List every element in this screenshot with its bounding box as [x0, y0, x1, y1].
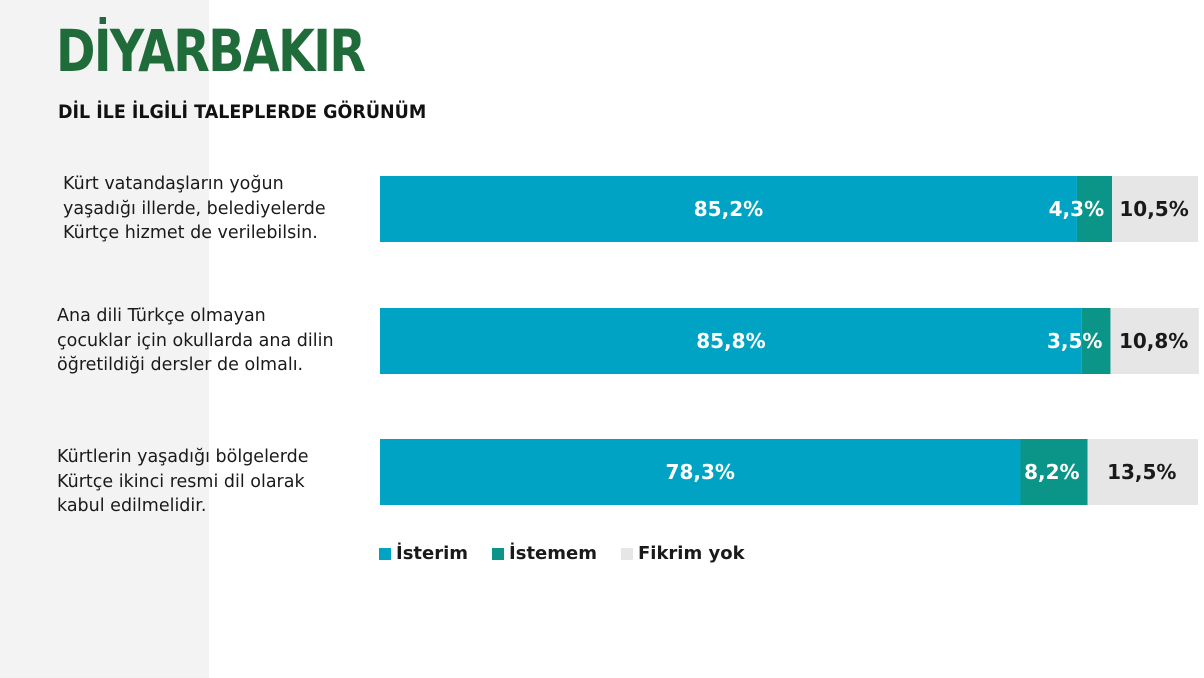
question-line: kabul edilmelidir. [57, 496, 207, 516]
legend-label-istemem: İstemem [509, 543, 597, 564]
data-label-isterim-1: 85,2% [694, 197, 763, 221]
page-subtitle: DİL İLE İLGİLİ TALEPLERDE GÖRÜNÜM [58, 101, 427, 123]
legend-swatch-fikrim-yok [620, 547, 633, 560]
question-label-1: Kürt vatandaşların yoğun yaşadığı illerd… [57, 172, 367, 246]
data-label-isterim-3: 78,3% [666, 460, 735, 484]
data-label-fikrim-yok-2: 10,8% [1119, 329, 1188, 353]
question-line: Kürtçe hizmet de verilebilsin. [63, 223, 318, 243]
legend-item-isterim: İsterim [379, 543, 468, 564]
side-panel [0, 0, 209, 678]
bar-segment-isterim-1 [380, 176, 1077, 242]
bar-segment-istemem-2 [1081, 308, 1111, 374]
question-line: çocuklar için okullarda ana dilin [57, 330, 334, 351]
question-line: Kürtçe ikinci resmi dil olarak [57, 471, 305, 492]
question-line: Ana dili Türkçe olmayan [57, 306, 266, 326]
bar-segment-isterim-3 [380, 439, 1021, 505]
data-label-istemem-3: 8,2% [1024, 460, 1079, 484]
bar-segment-istemem-1 [1076, 176, 1113, 242]
data-label-fikrim-yok-3: 13,5% [1107, 460, 1176, 484]
bar-segment-fikrim-yok-3 [1087, 439, 1198, 505]
question-line: Kürtlerin yaşadığı bölgelerde [57, 447, 309, 467]
bar-segment-isterim-2 [380, 308, 1082, 374]
chart-legend: İsterim İstemem Fikrim yok [379, 543, 769, 564]
legend-swatch-istemem [492, 547, 505, 560]
bar-segment-fikrim-yok-2 [1110, 308, 1199, 374]
question-label-3: Kürtlerin yaşadığı bölgelerde Kürtçe iki… [57, 445, 367, 519]
question-line: Kürt vatandaşların yoğun [63, 174, 284, 194]
legend-swatch-isterim [379, 547, 391, 560]
question-label-2: Ana dili Türkçe olmayan çocuklar için ok… [57, 304, 367, 378]
legend-label-isterim: İsterim [396, 543, 469, 564]
data-label-isterim-2: 85,8% [696, 329, 765, 353]
bar-segment-fikrim-yok-1 [1112, 176, 1198, 242]
legend-label-fikrim-yok: Fikrim yok [637, 543, 745, 564]
page-title: DİYARBAKIR [56, 17, 366, 85]
legend-item-istemem: İstemem [492, 543, 597, 564]
bar-segment-istemem-3 [1020, 439, 1088, 505]
data-label-istemem-2: 3,5% [1047, 329, 1102, 353]
legend-item-fikrim-yok: Fikrim yok [620, 543, 745, 564]
question-line: öğretildiği dersler de olmalı. [57, 355, 304, 375]
data-label-istemem-1: 4,3% [1049, 197, 1104, 221]
data-label-fikrim-yok-1: 10,5% [1119, 197, 1188, 221]
question-line: yaşadığı illerde, belediyelerde [63, 198, 326, 219]
